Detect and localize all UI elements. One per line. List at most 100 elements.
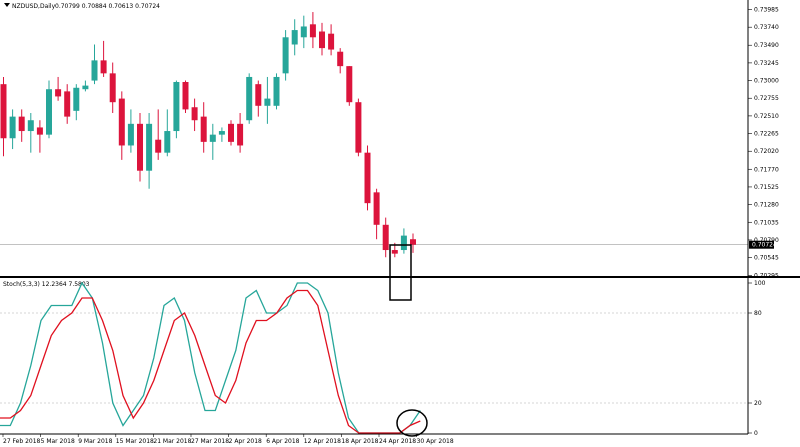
candle: [382, 217, 389, 258]
symbol-label: NZDUSD,Daily: [12, 3, 56, 10]
candle: [319, 22, 325, 56]
candle-body: [36, 127, 43, 135]
candle-body: [291, 30, 298, 45]
candle-body: [237, 123, 244, 146]
date-label: 2 Apr 2018: [229, 438, 262, 445]
stochastic-axis: 100 80 20 0: [748, 280, 766, 437]
candle: [9, 109, 16, 150]
ohlc-values: 0.70799 0.70884 0.70613 0.70724: [55, 3, 160, 10]
candle-body: [100, 60, 107, 74]
candle: [82, 80, 89, 92]
highlight-circle: [396, 409, 428, 437]
stochastic-tick-label: 0: [754, 430, 758, 437]
candle-body: [400, 235, 407, 251]
price-tick-label: 0.73245: [754, 60, 779, 67]
price-tick-label: 0.73000: [754, 78, 779, 85]
candle-body: [64, 91, 71, 117]
price-tick-label: 0.72510: [754, 113, 779, 120]
candlestick-series: [0, 12, 416, 258]
candle: [191, 98, 198, 132]
candle: [73, 84, 80, 121]
candle-body: [246, 76, 253, 121]
candle-body: [355, 102, 362, 153]
candle-body: [410, 239, 416, 245]
date-label: 21 Mar 2018: [153, 438, 191, 445]
candle: [200, 102, 207, 153]
candle-body: [27, 120, 34, 132]
price-tick-label: 0.71525: [754, 184, 779, 191]
stochastic-tick-label: 80: [754, 310, 762, 317]
date-label: 15 Mar 2018: [116, 438, 154, 445]
candle-body: [191, 107, 198, 121]
candle-body: [18, 116, 25, 132]
candle: [118, 91, 125, 160]
price-axis: 0.73985 0.73740 0.73490 0.73245 0.73000 0.727…: [748, 7, 779, 280]
candle-body: [0, 84, 7, 139]
candle: [18, 109, 25, 142]
candle: [373, 188, 380, 240]
candle: [209, 123, 216, 160]
date-label: 27 Feb 2018: [3, 438, 41, 445]
date-label: 18 Apr 2018: [341, 438, 378, 445]
stochastic-main-line: [0, 281, 421, 434]
candle: [100, 40, 107, 77]
candle-body: [82, 85, 89, 90]
candle: [355, 98, 362, 157]
candle-body: [118, 98, 125, 146]
candle: [291, 19, 298, 56]
candle-body: [264, 98, 271, 106]
date-label: 12 Apr 2018: [304, 438, 341, 445]
candle: [273, 73, 280, 110]
candle-body: [300, 26, 307, 38]
candle: [282, 30, 289, 81]
current-price-label: 0.70724: [752, 242, 777, 249]
price-tick-label: 0.70790: [754, 237, 779, 244]
dropdown-triangle-icon[interactable]: [4, 3, 10, 7]
candle-body: [228, 123, 234, 142]
candle: [146, 113, 153, 189]
candle-body: [9, 116, 16, 139]
candle-body: [373, 192, 380, 225]
candle: [218, 127, 225, 142]
price-pane: [0, 0, 748, 276]
date-label: 27 Mar 2018: [191, 438, 229, 445]
price-tick-label: 0.72755: [754, 95, 779, 102]
candle-body: [73, 87, 80, 111]
candle: [137, 113, 143, 182]
candle-body: [309, 24, 316, 38]
candle: [0, 76, 7, 157]
candle: [346, 66, 353, 106]
candle: [400, 228, 407, 254]
current-price-box: [749, 240, 774, 249]
time-axis: 27 Feb 2018 5 Mar 2018 9 Mar 2018 15 Mar 20…: [2, 434, 454, 445]
candle-body: [200, 116, 207, 142]
candle-body: [146, 123, 153, 171]
stochastic-tick-label: 100: [754, 280, 766, 287]
candle: [27, 113, 34, 153]
price-tick-label: 0.71280: [754, 202, 779, 209]
candle-body: [173, 82, 180, 132]
price-tick-label: 0.72265: [754, 131, 779, 138]
candle-body: [364, 152, 371, 204]
price-tick-label: 0.73490: [754, 42, 779, 49]
candle: [410, 233, 416, 253]
candle: [300, 15, 307, 49]
candle-body: [391, 250, 398, 254]
date-label: 5 Mar 2018: [41, 438, 75, 445]
candle-body: [255, 84, 262, 106]
candle-body: [273, 76, 280, 106]
stochastic-levels: [0, 312, 748, 404]
stochastic-label: Stoch(5,3,3) 12.2364 7.5803: [3, 281, 90, 288]
candle: [246, 73, 253, 124]
candle-body: [182, 82, 189, 110]
stochastic-tick-label: 20: [754, 400, 762, 407]
candle-body: [328, 33, 335, 50]
candle-body: [137, 123, 143, 171]
candle: [46, 80, 52, 139]
candle: [309, 12, 316, 49]
candle: [264, 76, 271, 124]
candle-body: [346, 66, 353, 103]
candle: [364, 145, 371, 211]
candle-body: [91, 60, 98, 81]
candle: [337, 48, 344, 74]
